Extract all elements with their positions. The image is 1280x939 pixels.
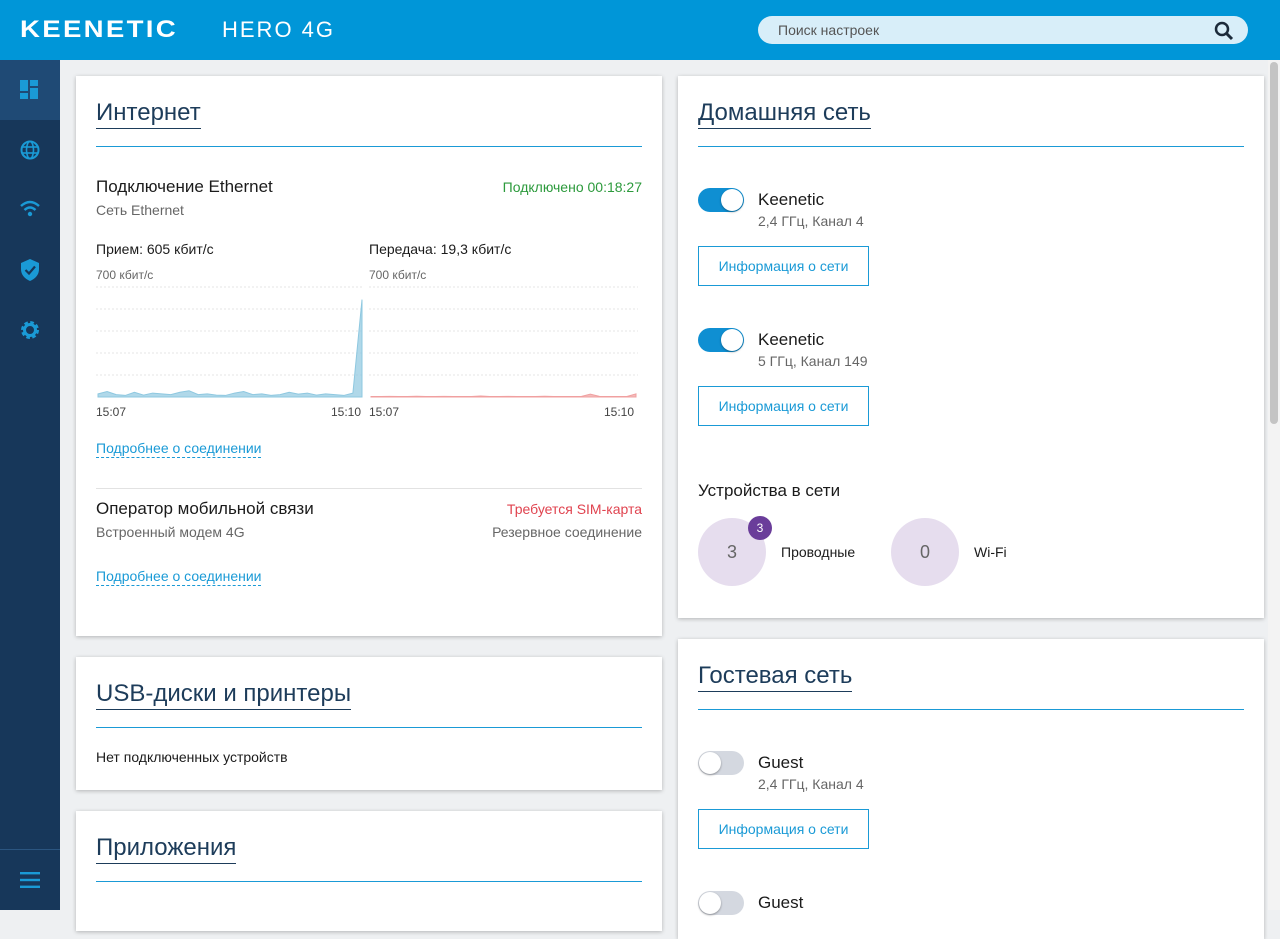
- network-name: Guest: [758, 893, 804, 912]
- toggle-knob: [699, 752, 721, 774]
- network-name: Keenetic: [758, 330, 825, 349]
- rx-chart: [96, 286, 364, 398]
- nav-menu[interactable]: [20, 871, 40, 889]
- scale-label: 700 кбит/с: [96, 268, 154, 282]
- tx-label: Передача: 19,3 кбит/с: [369, 241, 512, 257]
- wifi-label: Wi-Fi: [974, 544, 1007, 560]
- nav-settings[interactable]: [20, 320, 40, 340]
- model: HERO 4G: [222, 17, 336, 42]
- network-band: 2,4 ГГц, Канал 4: [758, 213, 864, 229]
- toggle-knob: [721, 189, 743, 211]
- network-info-button[interactable]: Информация о сети: [698, 809, 869, 849]
- scroll-thumb[interactable]: [1270, 62, 1278, 424]
- toggle-knob: [699, 892, 721, 914]
- network-info-button[interactable]: Информация о сети: [698, 386, 869, 426]
- nav-security[interactable]: [20, 259, 40, 281]
- card-title: Интернет: [96, 101, 201, 129]
- network-band: 5 ГГц, Канал 149: [758, 353, 868, 369]
- nav-internet[interactable]: [20, 140, 40, 160]
- sidebar-divider: [0, 849, 60, 850]
- home-network-card: Домашняя сеть Устройства в сети 3 3 Пров…: [678, 76, 1264, 618]
- connection-status: Требуется SIM-карта: [506, 501, 642, 517]
- connection-subtitle: Встроенный модем 4G: [96, 524, 245, 540]
- toggle[interactable]: [698, 188, 744, 212]
- usb-card: USB-диски и принтеры Нет подключенных ус…: [76, 657, 662, 790]
- network-info-button[interactable]: Информация о сети: [698, 246, 869, 286]
- divider: [96, 727, 642, 728]
- search-placeholder: Поиск настроек: [778, 22, 880, 38]
- x-end: 15:10: [604, 405, 635, 419]
- divider: [698, 146, 1244, 147]
- details-link[interactable]: Подробнее о соединении: [96, 440, 262, 458]
- divider: [96, 146, 642, 147]
- nav-dashboard[interactable]: [0, 60, 60, 120]
- toggle[interactable]: [698, 751, 744, 775]
- toggle-knob: [721, 329, 743, 351]
- traffic-area: [97, 299, 363, 398]
- card-title: USB-диски и принтеры: [96, 682, 352, 710]
- connection-status: Подключено 00:18:27: [502, 179, 642, 195]
- divider: [698, 709, 1244, 710]
- card-title: Приложения: [96, 836, 237, 864]
- scale-label: 700 кбит/с: [369, 268, 427, 282]
- details-link[interactable]: Подробнее о соединении: [96, 568, 262, 586]
- divider: [96, 881, 642, 882]
- tx-chart: [369, 286, 638, 398]
- x-start: 15:07: [96, 405, 127, 419]
- network-name: Keenetic: [758, 190, 825, 209]
- brand: KEENETIC: [20, 16, 178, 43]
- connection-name: Оператор мобильной связи: [96, 499, 314, 518]
- card-title: Домашняя сеть: [698, 101, 871, 129]
- toggle[interactable]: [698, 891, 744, 915]
- toggle[interactable]: [698, 328, 744, 352]
- connection-subtitle: Сеть Ethernet: [96, 202, 184, 218]
- search-icon[interactable]: [1214, 21, 1234, 41]
- connection-note: Резервное соединение: [492, 524, 642, 540]
- apps-card: Приложения: [76, 811, 662, 931]
- usb-empty: Нет подключенных устройств: [96, 749, 288, 765]
- nav-wifi[interactable]: [19, 200, 41, 218]
- x-end: 15:10: [331, 405, 362, 419]
- rx-label: Прием: 605 кбит/с: [96, 241, 214, 257]
- internet-card: Интернет Подключение Ethernet Подключено…: [76, 76, 662, 636]
- guest-network-card: Гостевая сеть Guest 2,4 ГГц, Канал 4 Инфор…: [678, 639, 1264, 939]
- top-bar: KEENETIC HERO 4G Поиск настроек: [0, 0, 1280, 60]
- traffic-area: [370, 393, 637, 398]
- network-band: 2,4 ГГц, Канал 4: [758, 776, 864, 792]
- connection-name: Подключение Ethernet: [96, 177, 273, 196]
- card-title: Гостевая сеть: [698, 664, 853, 692]
- wired-label: Проводные: [781, 544, 856, 560]
- separator: [96, 488, 642, 489]
- badge-count: 3: [756, 521, 764, 535]
- wired-count: 3: [726, 542, 737, 562]
- search-box[interactable]: Поиск настроек: [758, 16, 1248, 44]
- wired-badge: 3: [748, 516, 772, 540]
- wifi-count: 0: [919, 542, 930, 562]
- network-name: Guest: [758, 753, 804, 772]
- x-start: 15:07: [369, 405, 400, 419]
- devices-title: Устройства в сети: [698, 481, 841, 500]
- wifi-circle[interactable]: 0: [891, 518, 959, 586]
- scrollbar[interactable]: [1268, 60, 1280, 910]
- sidebar: [0, 60, 60, 910]
